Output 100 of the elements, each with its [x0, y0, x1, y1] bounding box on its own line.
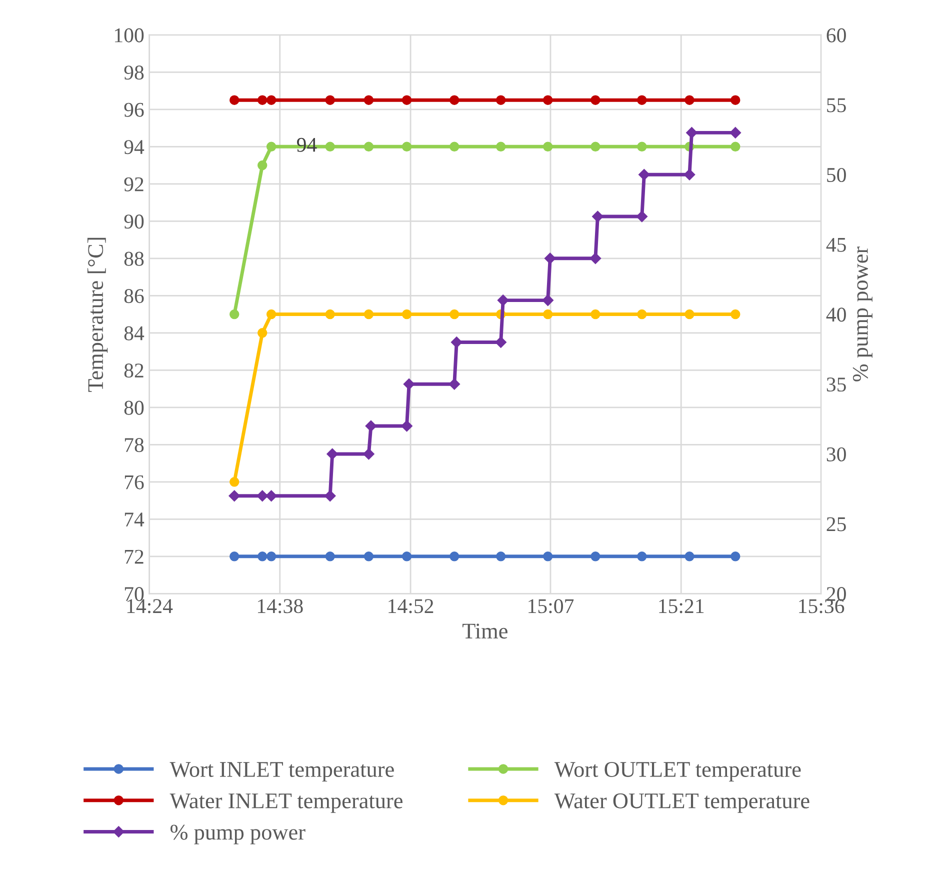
point — [402, 142, 412, 152]
y2-tick-label: 25 — [826, 517, 846, 532]
y-tick-label: 76 — [124, 475, 144, 490]
point — [495, 336, 506, 348]
y-tick-label: 98 — [124, 66, 144, 80]
point — [730, 127, 741, 138]
y-tick-label: 80 — [124, 400, 144, 415]
point — [258, 95, 268, 105]
point — [230, 552, 240, 562]
point — [403, 378, 415, 390]
point — [325, 309, 335, 320]
point — [496, 95, 506, 105]
point — [684, 552, 694, 562]
point — [451, 336, 462, 348]
point — [266, 490, 277, 502]
point — [325, 142, 335, 152]
y2-tick-label: 50 — [827, 168, 846, 182]
y-tick-label: 84 — [124, 326, 144, 340]
point — [590, 552, 600, 562]
y-tick-label: 82 — [124, 364, 144, 378]
legend-label: Water OUTLET temperature — [554, 793, 810, 813]
legend-label: % pump power — [170, 824, 306, 844]
point — [450, 142, 460, 152]
point — [684, 95, 694, 105]
x-axis-title: Time — [462, 624, 508, 639]
y-tick-label: 96 — [124, 102, 144, 117]
point — [496, 142, 506, 152]
point — [402, 95, 412, 105]
point — [730, 95, 740, 105]
point — [363, 448, 374, 460]
point — [364, 95, 374, 105]
point — [266, 552, 276, 562]
point — [325, 95, 335, 105]
point — [590, 309, 600, 320]
point — [686, 127, 698, 138]
point — [590, 142, 600, 152]
x-tick-label: 15:36 — [799, 599, 844, 614]
y-tick-label: 72 — [124, 550, 144, 564]
point — [637, 309, 647, 320]
point — [266, 95, 276, 105]
point — [450, 552, 460, 562]
point — [402, 309, 412, 320]
point — [542, 309, 553, 320]
point — [230, 309, 240, 320]
point — [256, 490, 268, 502]
point — [592, 210, 604, 222]
point — [364, 142, 374, 152]
point — [266, 309, 276, 320]
point — [542, 552, 553, 562]
y2-tick-label: 20 — [826, 587, 846, 602]
y-tick-label: 78 — [124, 438, 144, 452]
annotation: 94 — [296, 138, 317, 152]
point — [258, 328, 268, 338]
y-tick-label: 86 — [124, 289, 144, 304]
point — [228, 490, 240, 502]
y-tick-label: 90 — [124, 214, 144, 229]
point — [450, 309, 460, 320]
point — [258, 160, 268, 170]
point — [365, 420, 377, 432]
point — [730, 552, 740, 562]
legend-label: Wort INLET temperature — [170, 762, 394, 782]
x-tick-label: 14:38 — [258, 599, 303, 614]
point — [230, 95, 240, 105]
point — [266, 142, 276, 152]
point — [402, 552, 412, 562]
y-tick-label: 88 — [124, 252, 144, 266]
point — [684, 309, 694, 320]
y2-tick-label: 40 — [826, 308, 846, 322]
x-tick-label: 15:07 — [528, 599, 574, 614]
point — [496, 552, 506, 562]
y-tick-label: 94 — [124, 140, 144, 154]
point — [542, 294, 554, 306]
point — [448, 378, 460, 390]
y-axis-title: Temperature [°C] — [87, 238, 108, 392]
point — [730, 142, 740, 152]
y2-tick-label: 60 — [826, 28, 846, 42]
point — [325, 552, 335, 562]
point — [401, 420, 412, 432]
point — [497, 294, 509, 306]
x-tick-label: 15:21 — [659, 599, 704, 614]
y-tick-label: 70 — [124, 587, 144, 602]
point — [730, 309, 740, 320]
x-tick-label: 14:52 — [388, 599, 434, 614]
point — [326, 448, 338, 460]
y-tick-label: 92 — [124, 177, 144, 192]
point — [324, 490, 336, 502]
point — [258, 552, 268, 562]
y2-axis-title: % pump power — [852, 246, 872, 382]
point — [590, 95, 600, 105]
y2-tick-label: 30 — [826, 447, 846, 462]
y2-tick-label: 45 — [826, 238, 846, 252]
legend-label: Wort OUTLET temperature — [554, 762, 801, 782]
point — [450, 95, 460, 105]
y-tick-label: 100 — [115, 28, 144, 42]
point — [590, 252, 602, 264]
point — [230, 477, 240, 487]
point — [684, 168, 696, 180]
legend-label: Water INLET temperature — [170, 794, 402, 813]
y-tick-label: 74 — [124, 512, 144, 526]
point — [544, 252, 556, 264]
